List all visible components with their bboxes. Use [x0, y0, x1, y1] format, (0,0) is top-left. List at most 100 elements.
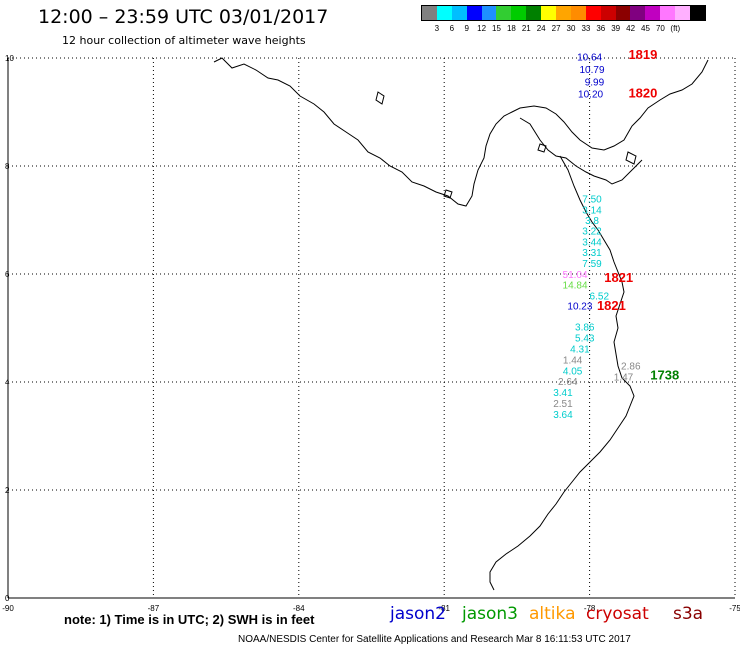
- legend-label: (ft): [670, 24, 681, 33]
- pass-time-label: 1821: [604, 270, 633, 285]
- lon-tick-label: -78: [584, 604, 596, 613]
- legend-label: 27: [551, 24, 561, 33]
- wave-height-value: 10.64: [577, 53, 602, 64]
- color-scale-legend: 3 6 9 12 15 18 21 24 27 30 33 36 39 42 45 70 (ft): [421, 5, 706, 33]
- wave-height-value: 1.44: [563, 356, 583, 367]
- legend-label: 36: [596, 24, 606, 33]
- wave-height-value: 3.86: [575, 323, 595, 334]
- wave-height-value: 3.14: [582, 206, 602, 217]
- legend-swatch: [600, 6, 616, 20]
- coastline: [213, 57, 709, 591]
- lon-tick-label: -75: [729, 604, 740, 613]
- wave-height-value: 3.64: [553, 410, 573, 421]
- legend-swatch: [451, 6, 467, 20]
- legend-label: 39: [611, 24, 621, 33]
- pass-time-label: 1738: [650, 367, 679, 382]
- wave-height-value: 2.64: [558, 377, 578, 388]
- legend-label: 42: [626, 24, 636, 33]
- legend-swatch: [690, 6, 705, 20]
- lat-tick-label: 0: [5, 594, 10, 603]
- coastline-west: [489, 155, 635, 591]
- map-subtitle: 12 hour collection of altimeter wave hei…: [62, 34, 306, 47]
- wave-height-value: 4.31: [570, 344, 590, 355]
- legend-label: 9: [464, 24, 469, 33]
- lat-tick-label: 6: [5, 270, 10, 279]
- legend-label: 3: [434, 24, 440, 33]
- satellite-altika: altika: [529, 604, 576, 624]
- legend-swatch: [541, 6, 557, 20]
- lon-tick-label: -81: [438, 604, 450, 613]
- legend-swatch: [556, 6, 571, 20]
- island-4: [443, 189, 453, 199]
- wave-height-value: 51.04: [563, 270, 588, 281]
- wave-height-value: 10.20: [578, 89, 603, 100]
- legend-swatch: [496, 6, 512, 20]
- island-3: [625, 151, 637, 165]
- legend-swatch: [630, 6, 646, 20]
- legend-label: 6: [449, 24, 455, 33]
- satellite-jason3: jason3: [462, 604, 518, 624]
- coastline-inner: [519, 117, 643, 185]
- wave-height-value: 2.86: [621, 362, 641, 373]
- wave-height-value: 3.44: [582, 237, 602, 248]
- pass-time-labels: 1819 1820 1821 1821 1738: [597, 47, 679, 382]
- legend-swatch: [645, 6, 661, 20]
- legend-swatch: [570, 6, 586, 20]
- wave-height-value: 2.51: [553, 399, 573, 410]
- satellite-jason2: jason2: [390, 604, 446, 624]
- wave-height-values: 10.6410.799.9910.207.503.143.83.223.443.…: [553, 53, 641, 421]
- legend-label: 21: [521, 24, 531, 33]
- wave-height-value: 1.47: [614, 372, 634, 383]
- legend-label: 45: [641, 24, 650, 33]
- color-scale-bar: [421, 5, 706, 21]
- lon-tick-label: -87: [148, 604, 160, 613]
- coastline-north: [213, 57, 709, 207]
- legend-swatch: [481, 6, 497, 20]
- lat-tick-label: 10: [5, 54, 14, 63]
- pass-time-label: 1820: [628, 85, 657, 100]
- lat-tick-label: 8: [5, 162, 10, 171]
- map-title: 12:00 – 23:59 UTC 03/01/2017: [38, 6, 329, 28]
- legend-swatch: [615, 6, 631, 20]
- pass-time-label: 1821: [597, 298, 626, 313]
- lon-tick-label: -90: [2, 604, 14, 613]
- legend-swatch: [585, 6, 601, 20]
- axis-ticks: -90 -87 -84 -81 -78 -75 0 2 4 6 8 10: [2, 54, 740, 613]
- legend-swatch: [511, 6, 527, 20]
- legend-label: 70: [655, 24, 665, 33]
- island-2: [537, 143, 547, 153]
- island-1: [375, 91, 385, 105]
- lat-tick-label: 4: [5, 378, 10, 387]
- wave-height-value: 10.79: [580, 65, 605, 76]
- lon-tick-label: -84: [293, 604, 305, 613]
- satellite-cryosat: cryosat: [586, 604, 649, 624]
- legend-swatch: [660, 6, 676, 20]
- legend-swatch: [526, 6, 542, 20]
- legend-label: 12: [477, 24, 487, 33]
- wave-height-value: 7.59: [582, 259, 602, 270]
- wave-height-value: 9.99: [585, 78, 605, 89]
- wave-height-value: 3.8: [585, 216, 599, 227]
- legend-swatch: [466, 6, 482, 20]
- wave-height-value: 7.50: [582, 195, 602, 206]
- wave-height-value: 4.05: [563, 366, 583, 377]
- wave-height-value: 3.41: [553, 388, 573, 399]
- legend-label: 33: [581, 24, 591, 33]
- legend-label: 15: [492, 24, 501, 33]
- wave-height-value: 3.31: [582, 248, 602, 259]
- legend-swatch: [422, 6, 437, 20]
- lat-tick-label: 2: [5, 486, 10, 495]
- color-scale-labels: 3 6 9 12 15 18 21 24 27 30 33 36 39 42 45 70 (ft): [421, 21, 706, 33]
- legend-swatch: [436, 6, 452, 20]
- satellite-s3a: s3a: [673, 604, 704, 624]
- wave-height-value: 5.43: [575, 334, 595, 345]
- credit-line: NOAA/NESDIS Center for Satellite Applica…: [238, 634, 631, 645]
- legend-label: 24: [536, 24, 546, 33]
- pass-time-label: 1819: [628, 47, 657, 62]
- footnote: note: 1) Time is in UTC; 2) SWH is in fe…: [64, 612, 315, 627]
- wave-height-value: 6.52: [590, 291, 610, 302]
- lat-lon-grid: [7, 57, 736, 599]
- wave-height-value: 3.22: [582, 227, 602, 238]
- legend-label: 18: [506, 24, 516, 33]
